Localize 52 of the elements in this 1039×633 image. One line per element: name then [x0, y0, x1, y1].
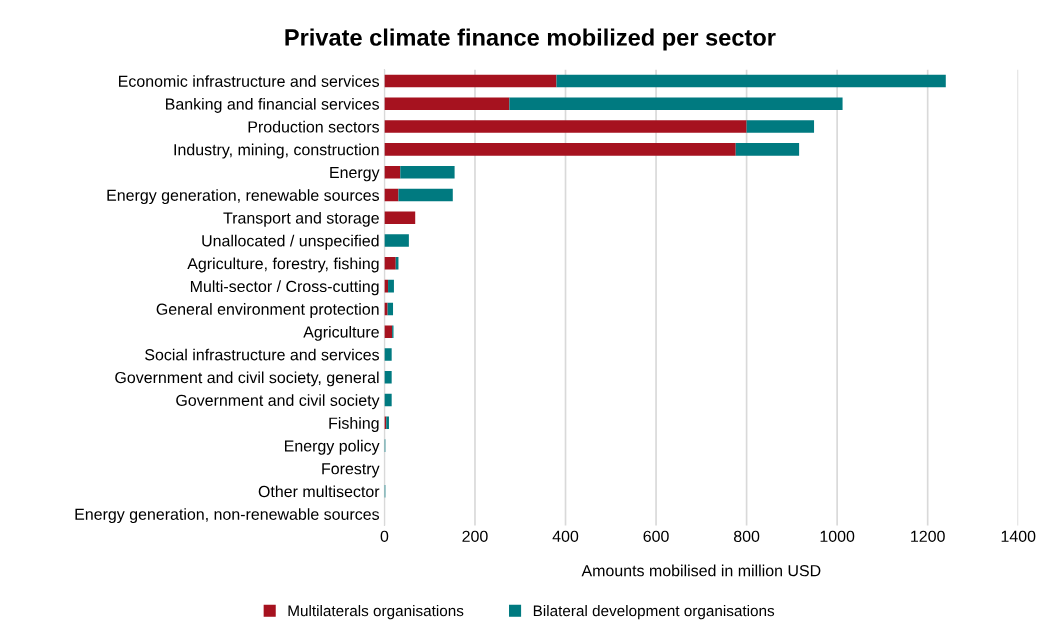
bar	[384, 97, 510, 111]
y-tick-label: Government and civil society, general	[115, 371, 379, 387]
bar	[384, 302, 388, 316]
bar	[384, 257, 396, 270]
y-tick-label: Banking and financial services	[166, 98, 379, 113]
y-tick-label: Multi-sector / Cross-cutting	[190, 280, 379, 296]
y-tick-label: Transport and storage	[223, 211, 379, 227]
x-tick-label: 1000	[820, 530, 855, 542]
bar	[556, 74, 946, 88]
x-tick-label: 400	[552, 530, 579, 542]
bar	[384, 211, 416, 225]
x-axis-title: Amounts mobilised in million USD	[581, 564, 821, 577]
y-tick-label: Government and civil society	[176, 394, 380, 410]
bar	[384, 143, 736, 156]
y-tick-label: Production sectors	[248, 120, 379, 133]
x-tick-label: 1200	[911, 530, 945, 542]
y-tick-label: Unallocated / unspecified	[202, 234, 379, 250]
y-tick-label: Energy	[330, 166, 380, 182]
y-tick-label: Energy generation, non-renewable sources	[75, 508, 380, 524]
y-tick-label: Energy policy	[285, 439, 380, 455]
x-tick-label: 200	[462, 530, 488, 542]
bar	[735, 143, 800, 156]
legend-label: Multilaterals organisations	[288, 605, 464, 620]
x-tick-label: 600	[643, 530, 669, 542]
y-tick-label: Energy generation, renewable sources	[107, 189, 380, 205]
bar	[384, 234, 409, 247]
bar	[384, 348, 392, 361]
bar	[384, 371, 392, 384]
bar	[384, 165, 401, 179]
bar	[746, 120, 815, 133]
x-tick-label: 800	[733, 530, 760, 542]
bar	[384, 74, 557, 88]
bar	[388, 279, 394, 293]
x-tick-label: 0	[380, 530, 389, 542]
bar	[398, 188, 453, 202]
y-tick-label: Forestry	[322, 463, 380, 478]
y-tick-label: Other multisector	[258, 485, 380, 498]
y-tick-label: General environment protection	[156, 303, 379, 319]
bar	[384, 325, 393, 338]
y-tick-label: Industry, mining, construction	[174, 143, 379, 159]
y-tick-label: Agriculture, forestry, fishing	[187, 257, 379, 273]
legend-label: Bilateral development organisations	[533, 605, 775, 620]
y-tick-label: Fishing	[329, 417, 379, 432]
x-tick-label: 1400	[1001, 530, 1036, 542]
chart-title: Private climate finance mobilized per sector	[285, 28, 776, 51]
bar	[400, 165, 455, 179]
bar	[384, 120, 747, 133]
bar	[509, 97, 843, 111]
y-tick-label: Social infrastructure and services	[145, 348, 380, 361]
y-tick-label: Agriculture	[303, 325, 379, 341]
y-tick-label: Economic infrastructure and services	[119, 75, 380, 87]
bar	[384, 393, 392, 407]
